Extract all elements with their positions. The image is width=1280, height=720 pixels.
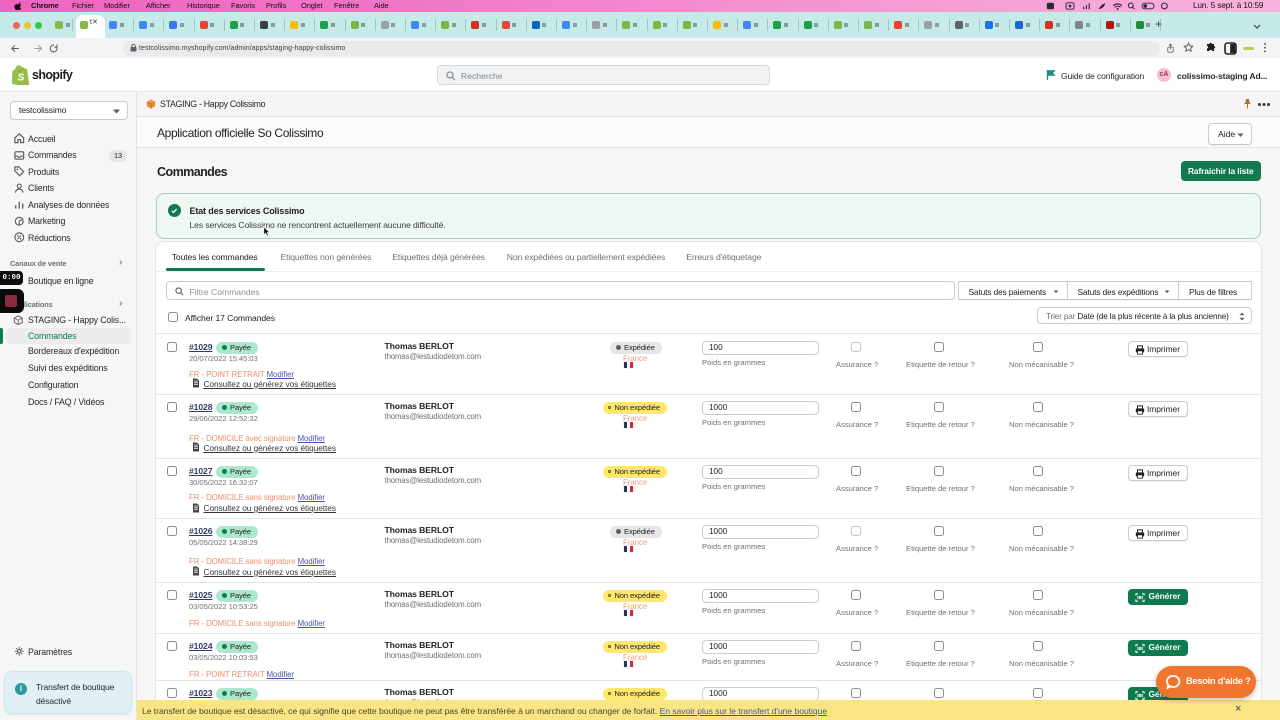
svg-text:S: S xyxy=(17,72,24,83)
